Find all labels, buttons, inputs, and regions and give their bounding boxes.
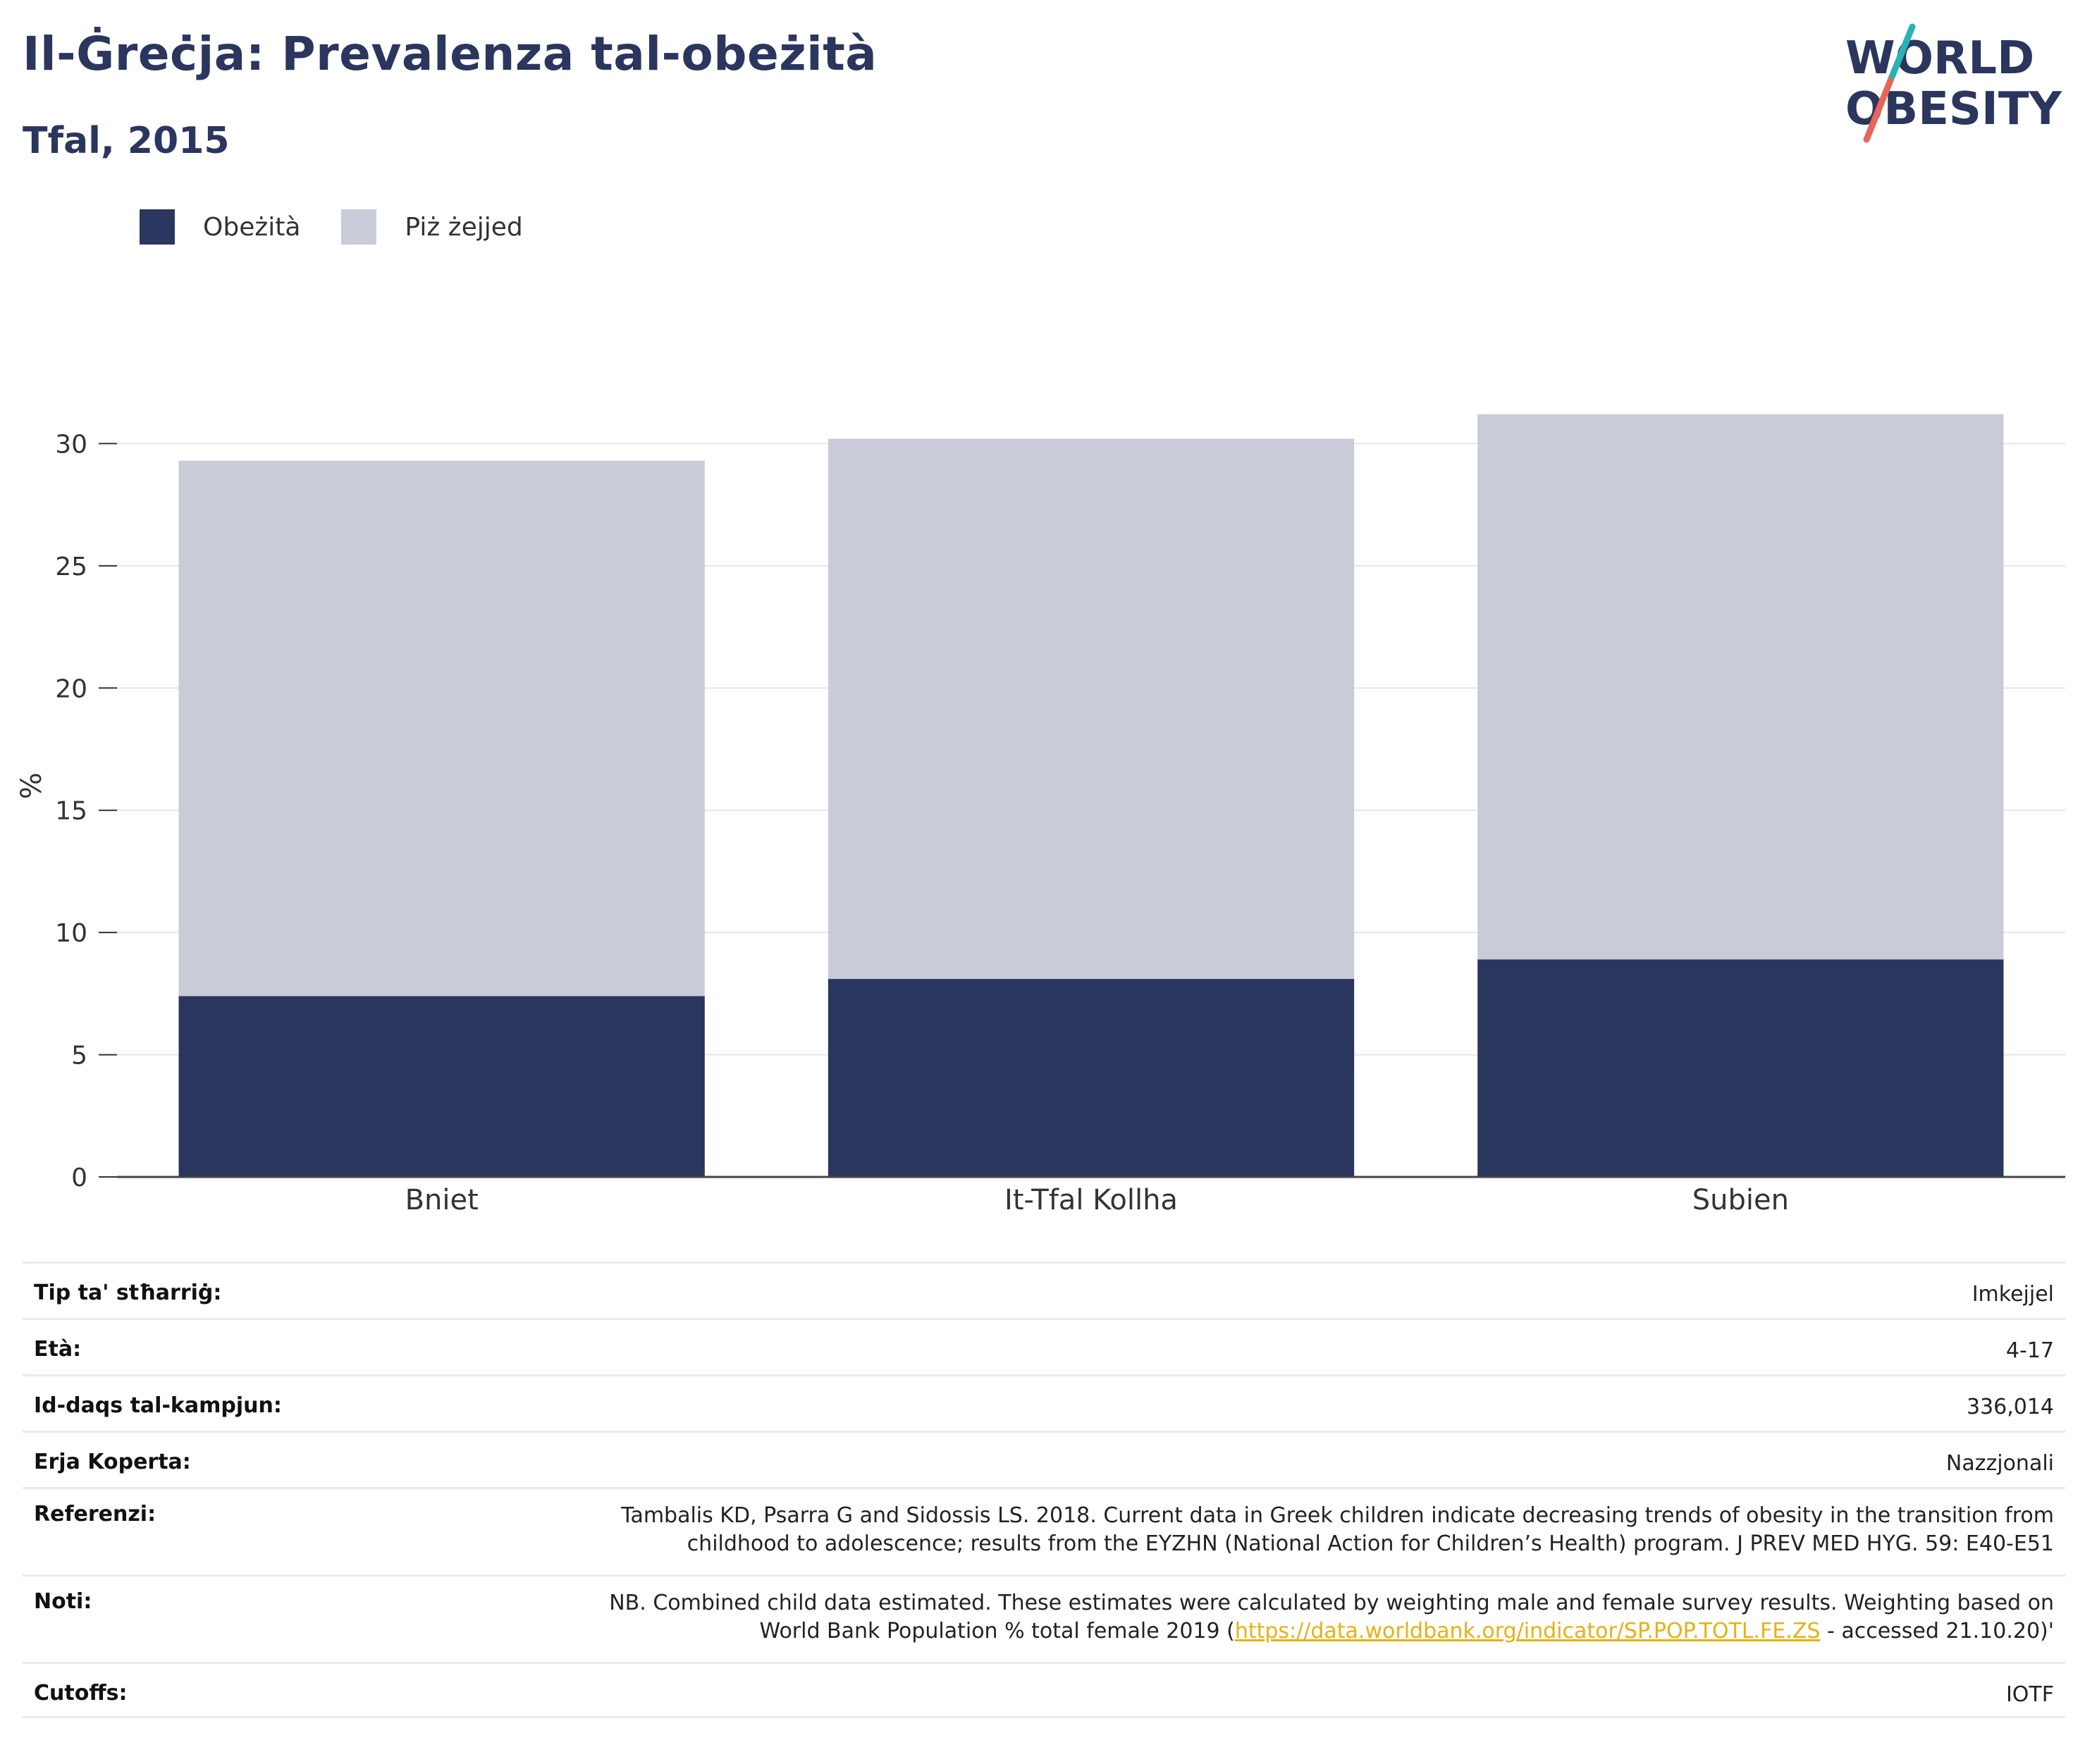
- info-row: Età: 4-17: [23, 1318, 2065, 1374]
- info-value-line: Nazzjonali: [1945, 1451, 2054, 1476]
- note-text-pre: World Bank Population % total female 201…: [759, 1619, 1235, 1643]
- info-label: Tip ta' stħarriġ:: [34, 1281, 222, 1305]
- y-tick-label: 0: [71, 1164, 87, 1192]
- legend-item-obesity[interactable]: Obeżità: [140, 209, 300, 245]
- y-tick-label: 10: [55, 919, 87, 948]
- info-value: Nazzjonali: [1946, 1450, 2054, 1478]
- info-value-line: Imkejjel: [1972, 1282, 2054, 1307]
- info-label: Referenzi:: [34, 1502, 156, 1526]
- y-tick-label: 25: [55, 553, 87, 581]
- x-tick-label: Bniet: [405, 1184, 479, 1216]
- info-value-line: IOTF: [2005, 1682, 2054, 1707]
- y-tick-label: 30: [55, 430, 87, 459]
- info-value-line: 4-17: [2005, 1338, 2054, 1363]
- info-value-line: World Bank Population % total female 201…: [609, 1617, 2054, 1646]
- info-value: Imkejjel: [1972, 1281, 2054, 1309]
- bar-obesity: [1477, 959, 2004, 1177]
- info-label: Id-daqs tal-kampjun:: [34, 1393, 282, 1418]
- info-row: Erja Koperta: Nazzjonali: [23, 1431, 2065, 1487]
- info-row: Id-daqs tal-kampjun: 336,014: [23, 1374, 2065, 1431]
- y-tick-label: 5: [71, 1042, 87, 1071]
- info-value-line: 336,014: [1966, 1395, 2054, 1419]
- legend-label-obesity: Obeżità: [203, 212, 301, 242]
- stacked-bar-chart: 0 5 10 15 20 25 30% Bniet It-Tfal Kollha Subien: [16, 414, 2065, 1216]
- world-obesity-logo: WORLD OBESITY: [1845, 23, 2062, 143]
- y-tick-label: 20: [55, 674, 87, 703]
- bar-overweight: [1477, 414, 2004, 960]
- info-row: Tip ta' stħarriġ: Imkejjel: [23, 1262, 2065, 1318]
- info-value-line: Tambalis KD, Psarra G and Sidossis LS. 2…: [621, 1503, 2054, 1528]
- logo-slash-bottom: [1863, 77, 1894, 143]
- note-text-post: - accessed 21.10.20)': [1820, 1619, 2054, 1643]
- info-value: 4-17: [2006, 1337, 2054, 1365]
- legend-item-overweight[interactable]: Piż żejjed: [341, 209, 523, 245]
- info-row: Cutoffs: IOTF: [23, 1662, 2065, 1718]
- y-tick-label: 15: [55, 797, 87, 826]
- logo-line1: WORLD: [1845, 32, 2034, 85]
- info-value: 336,014: [1967, 1393, 2054, 1421]
- info-label: Età:: [34, 1337, 82, 1362]
- survey-info-table: Tip ta' stħarriġ: Imkejjel Età: 4-17 Id-daqs…: [23, 1262, 2065, 1718]
- info-value-line: NB. Combined child data estimated. These…: [609, 1591, 2054, 1615]
- legend-swatch-obesity: [140, 209, 175, 245]
- bar-obesity: [178, 996, 705, 1177]
- legend-label-overweight: Piż żejjed: [405, 212, 523, 242]
- page-subtitle: Tfal, 2015: [23, 120, 230, 162]
- y-axis-label: %: [16, 772, 48, 799]
- info-value: IOTF: [2006, 1681, 2054, 1709]
- worldbank-link[interactable]: https://data.worldbank.org/indicator/SP.…: [1234, 1619, 1821, 1643]
- page-title: Il-Ġreċja: Prevalenza tal-obeżità: [23, 27, 878, 81]
- bar-obesity: [828, 979, 1355, 1177]
- x-tick-label: Subien: [1692, 1184, 1789, 1216]
- logo-slash-top: [1887, 23, 1916, 84]
- x-tick-label: It-Tfal Kollha: [1004, 1184, 1178, 1216]
- chart-legend: Obeżità Piż żejjed: [140, 209, 564, 245]
- info-label: Erja Koperta:: [34, 1450, 191, 1474]
- legend-swatch-overweight: [341, 209, 377, 245]
- info-value: Tambalis KD, Psarra G and Sidossis LS. 2…: [621, 1502, 2054, 1558]
- info-value: NB. Combined child data estimated. These…: [609, 1589, 2054, 1646]
- info-label: Noti:: [34, 1589, 92, 1614]
- info-label: Cutoffs:: [34, 1681, 128, 1706]
- bar-overweight: [178, 460, 705, 997]
- info-value-line: childhood to adolescence; results from t…: [687, 1531, 2054, 1556]
- info-row: Noti: NB. Combined child data estimated. …: [23, 1574, 2065, 1662]
- info-row: Referenzi: Tambalis KD, Psarra G and Sido…: [23, 1487, 2065, 1574]
- bar-overweight: [828, 438, 1355, 980]
